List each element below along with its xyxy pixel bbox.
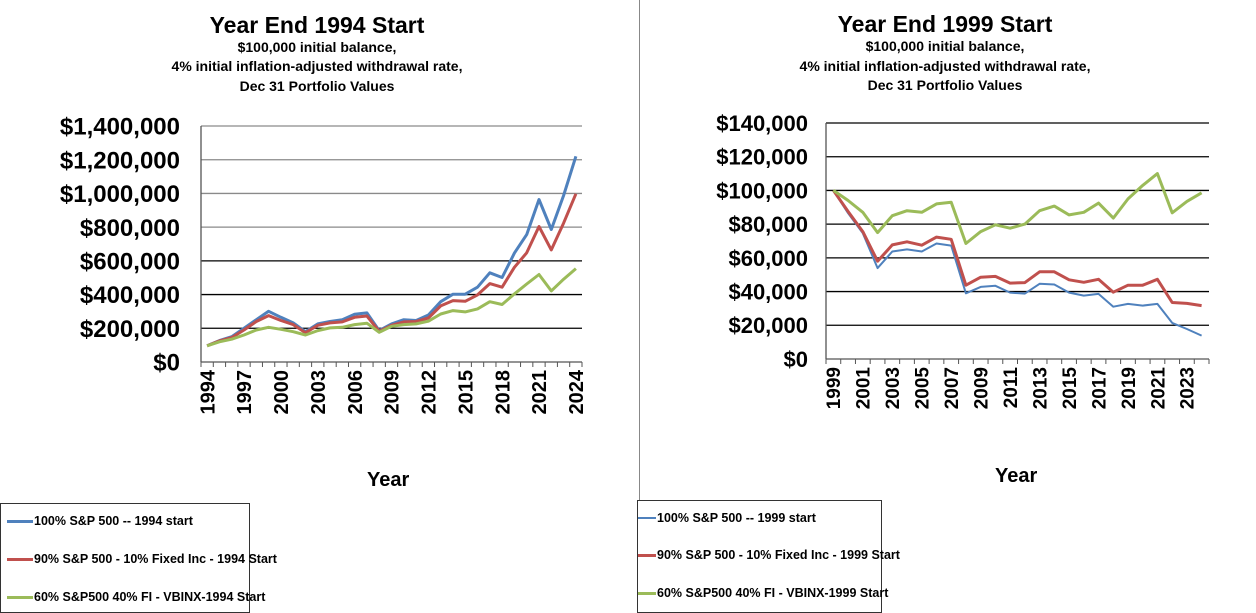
x-tick-label-left: 2024 (566, 369, 588, 414)
y-tick-label-right: $60,000 (728, 246, 808, 271)
x-tick-label-right: 2005 (913, 367, 934, 410)
series-line-left-2 (206, 267, 577, 348)
x-tick-label-left: 2021 (529, 370, 551, 415)
chart-subtitle-right-2: 4% initial inflation-adjusted withdrawal… (799, 58, 1091, 74)
chart-title-left: Year End 1994 Start (209, 12, 425, 38)
y-tick-label-right: $140,000 (716, 111, 808, 136)
x-tick-label-right: 1999 (824, 367, 845, 409)
x-tick-label-right: 2021 (1148, 367, 1169, 410)
x-tick-label-right: 2017 (1089, 367, 1110, 409)
x-tick-label-left: 2015 (455, 370, 477, 415)
legend-label: 90% S&P 500 - 10% Fixed Inc - 1999 Start (657, 548, 900, 562)
y-tick-label-left: $400,000 (80, 282, 180, 309)
legend-item: 100% S&P 500 -- 1994 start (7, 514, 193, 528)
x-tick-label-right: 2019 (1119, 367, 1140, 409)
series-line-right-2 (832, 172, 1203, 245)
x-axis-title-left: Year (367, 469, 410, 491)
legend-swatch (7, 519, 33, 523)
y-tick-label-left: $200,000 (80, 316, 180, 343)
legend-swatch (638, 591, 656, 595)
legend-swatch (7, 595, 33, 599)
chart-subtitle-left-2: 4% initial inflation-adjusted withdrawal… (171, 58, 463, 74)
y-tick-label-right: $120,000 (716, 145, 808, 170)
legend-label: 100% S&P 500 -- 1999 start (657, 511, 816, 525)
x-tick-label-left: 2012 (419, 370, 441, 415)
x-tick-label-right: 2015 (1060, 367, 1081, 410)
y-tick-label-right: $80,000 (728, 212, 808, 237)
y-tick-label-left: $800,000 (80, 215, 180, 242)
legend-left: 100% S&P 500 -- 1994 start 90% S&P 500 -… (0, 503, 277, 613)
legend-label: 60% S&P500 40% FI - VBINX-1999 Start (657, 586, 889, 600)
legend-item: 60% S&P500 40% FI - VBINX-1994 Start (7, 590, 265, 604)
x-tick-label-right: 2023 (1178, 367, 1199, 409)
chart-subtitle-left-3: Dec 31 Portfolio Values (239, 78, 395, 94)
y-tick-label-right: $0 (784, 347, 808, 372)
legend-item: 90% S&P 500 - 10% Fixed Inc - 1999 Start (638, 548, 900, 562)
y-tick-label-left: $1,400,000 (60, 114, 180, 141)
x-tick-label-left: 2000 (271, 370, 293, 415)
x-tick-label-left: 1997 (234, 370, 256, 415)
x-tick-label-left: 2003 (308, 370, 330, 415)
x-tick-label-right: 2001 (854, 367, 875, 410)
x-tick-label-right: 2013 (1030, 367, 1051, 409)
y-tick-label-right: $20,000 (728, 313, 808, 338)
x-tick-label-left: 2009 (382, 370, 404, 415)
legend-right: 100% S&P 500 -- 1999 start 90% S&P 500 -… (637, 500, 900, 613)
x-axis-title-right: Year (995, 465, 1038, 487)
legend-item: 60% S&P500 40% FI - VBINX-1999 Start (638, 586, 888, 600)
series-line-right-1 (832, 189, 1202, 308)
y-tick-label-left: $1,200,000 (60, 147, 180, 174)
x-tick-label-right: 2009 (972, 367, 993, 409)
x-tick-label-right: 2007 (942, 367, 963, 409)
y-tick-label-left: $600,000 (80, 248, 180, 275)
x-tick-label-right: 2011 (1001, 367, 1022, 409)
chart-divider (639, 0, 640, 609)
y-tick-label-right: $40,000 (728, 279, 808, 304)
x-tick-label-left: 1994 (197, 369, 219, 414)
x-tick-label-left: 2018 (492, 370, 514, 415)
series-line-right-0 (832, 189, 1203, 337)
x-tick-label-right: 2003 (883, 367, 904, 409)
chart-subtitle-right-3: Dec 31 Portfolio Values (867, 77, 1023, 93)
legend-label: 60% S&P500 40% FI - VBINX-1994 Start (34, 590, 266, 604)
legend-swatch (638, 517, 656, 519)
y-tick-label-right: $100,000 (716, 178, 808, 203)
legend-swatch (638, 553, 656, 557)
chart-title-right: Year End 1999 Start (837, 11, 1053, 37)
chart-subtitle-right-1: $100,000 initial balance, (865, 38, 1025, 54)
y-tick-label-left: $0 (153, 350, 180, 377)
legend-item: 90% S&P 500 - 10% Fixed Inc - 1994 Start (7, 552, 277, 566)
legend-label: 90% S&P 500 - 10% Fixed Inc - 1994 Start (34, 552, 277, 566)
legend-swatch (7, 557, 33, 561)
legend-item: 100% S&P 500 -- 1999 start (638, 511, 816, 525)
x-tick-label-left: 2006 (345, 370, 367, 415)
legend-label: 100% S&P 500 -- 1994 start (34, 514, 193, 528)
y-tick-label-left: $1,000,000 (60, 181, 180, 208)
chart-subtitle-left-1: $100,000 initial balance, (237, 39, 397, 55)
